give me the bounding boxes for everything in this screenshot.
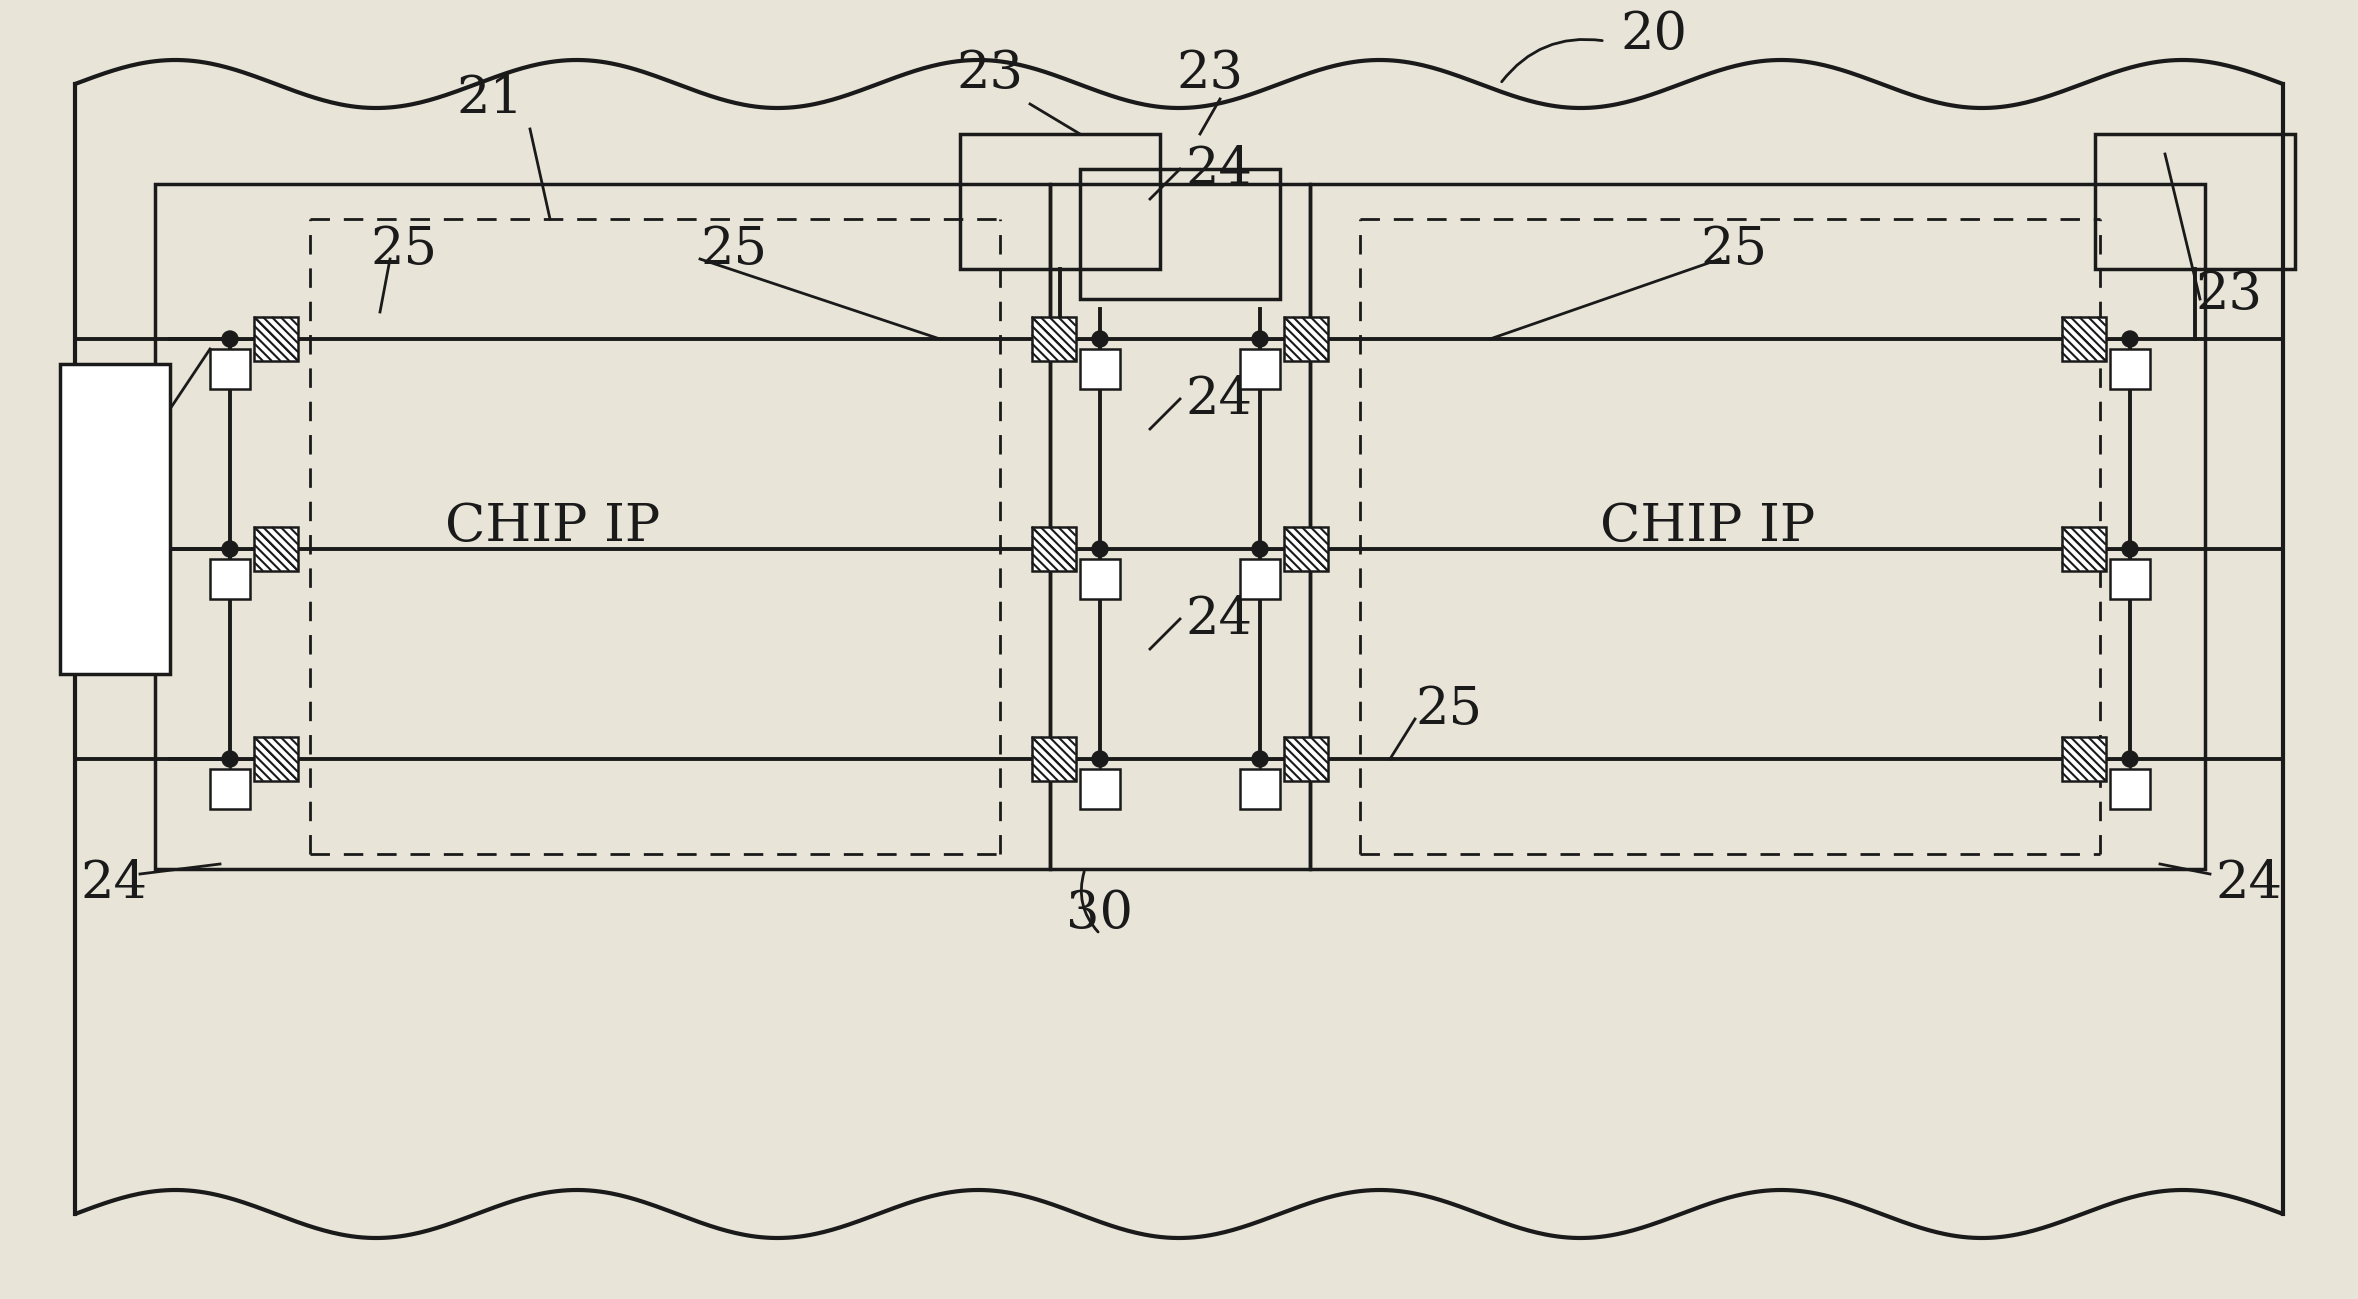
Circle shape — [1092, 751, 1108, 766]
Circle shape — [222, 540, 238, 557]
Bar — [1080, 169, 1280, 299]
Text: CHIP IP: CHIP IP — [446, 501, 660, 552]
Bar — [2110, 349, 2150, 388]
Text: 30: 30 — [1066, 889, 1134, 939]
Bar — [1285, 737, 1328, 781]
Text: 24: 24 — [1186, 594, 1252, 644]
Circle shape — [2122, 540, 2139, 557]
Text: 23: 23 — [2195, 269, 2261, 320]
Bar — [1033, 737, 1075, 781]
Bar — [210, 769, 250, 809]
Text: 24: 24 — [1186, 143, 1252, 195]
Bar — [1240, 349, 1280, 388]
Circle shape — [1092, 540, 1108, 557]
Text: 24: 24 — [80, 859, 146, 909]
Circle shape — [1252, 540, 1269, 557]
Bar — [2110, 769, 2150, 809]
Bar — [1080, 769, 1120, 809]
Bar — [1240, 769, 1280, 809]
Text: 25: 25 — [700, 223, 766, 274]
Bar — [2110, 559, 2150, 599]
Bar — [1311, 184, 2205, 869]
Bar — [210, 559, 250, 599]
Bar — [156, 184, 1049, 869]
Circle shape — [2122, 751, 2139, 766]
Bar — [1240, 559, 1280, 599]
Bar — [255, 527, 297, 572]
Text: 23: 23 — [957, 48, 1023, 99]
Text: 25: 25 — [1415, 683, 1483, 734]
Circle shape — [222, 751, 238, 766]
Text: 21: 21 — [457, 73, 523, 123]
Text: 25: 25 — [370, 223, 436, 274]
Circle shape — [1252, 331, 1269, 347]
Circle shape — [1092, 331, 1108, 347]
Bar — [960, 134, 1160, 269]
Text: 24: 24 — [1186, 374, 1252, 425]
Bar — [1033, 317, 1075, 361]
Bar — [255, 317, 297, 361]
Text: 24: 24 — [2214, 859, 2283, 909]
Circle shape — [2122, 331, 2139, 347]
Circle shape — [1252, 751, 1269, 766]
Circle shape — [222, 331, 238, 347]
Text: CHIP IP: CHIP IP — [1599, 501, 1816, 552]
Bar — [210, 349, 250, 388]
Bar — [1285, 527, 1328, 572]
Bar — [59, 364, 170, 674]
Text: 23: 23 — [1177, 48, 1243, 99]
Bar — [2061, 737, 2106, 781]
Bar — [2061, 527, 2106, 572]
Text: 23: 23 — [90, 453, 158, 504]
Bar — [1080, 349, 1120, 388]
Bar — [1080, 559, 1120, 599]
Bar — [1033, 527, 1075, 572]
Bar — [1285, 317, 1328, 361]
Bar — [2094, 134, 2294, 269]
Bar — [1049, 184, 1311, 869]
Text: 20: 20 — [1620, 9, 1686, 60]
Bar — [2061, 317, 2106, 361]
Bar — [255, 737, 297, 781]
Text: 25: 25 — [1700, 223, 1766, 274]
